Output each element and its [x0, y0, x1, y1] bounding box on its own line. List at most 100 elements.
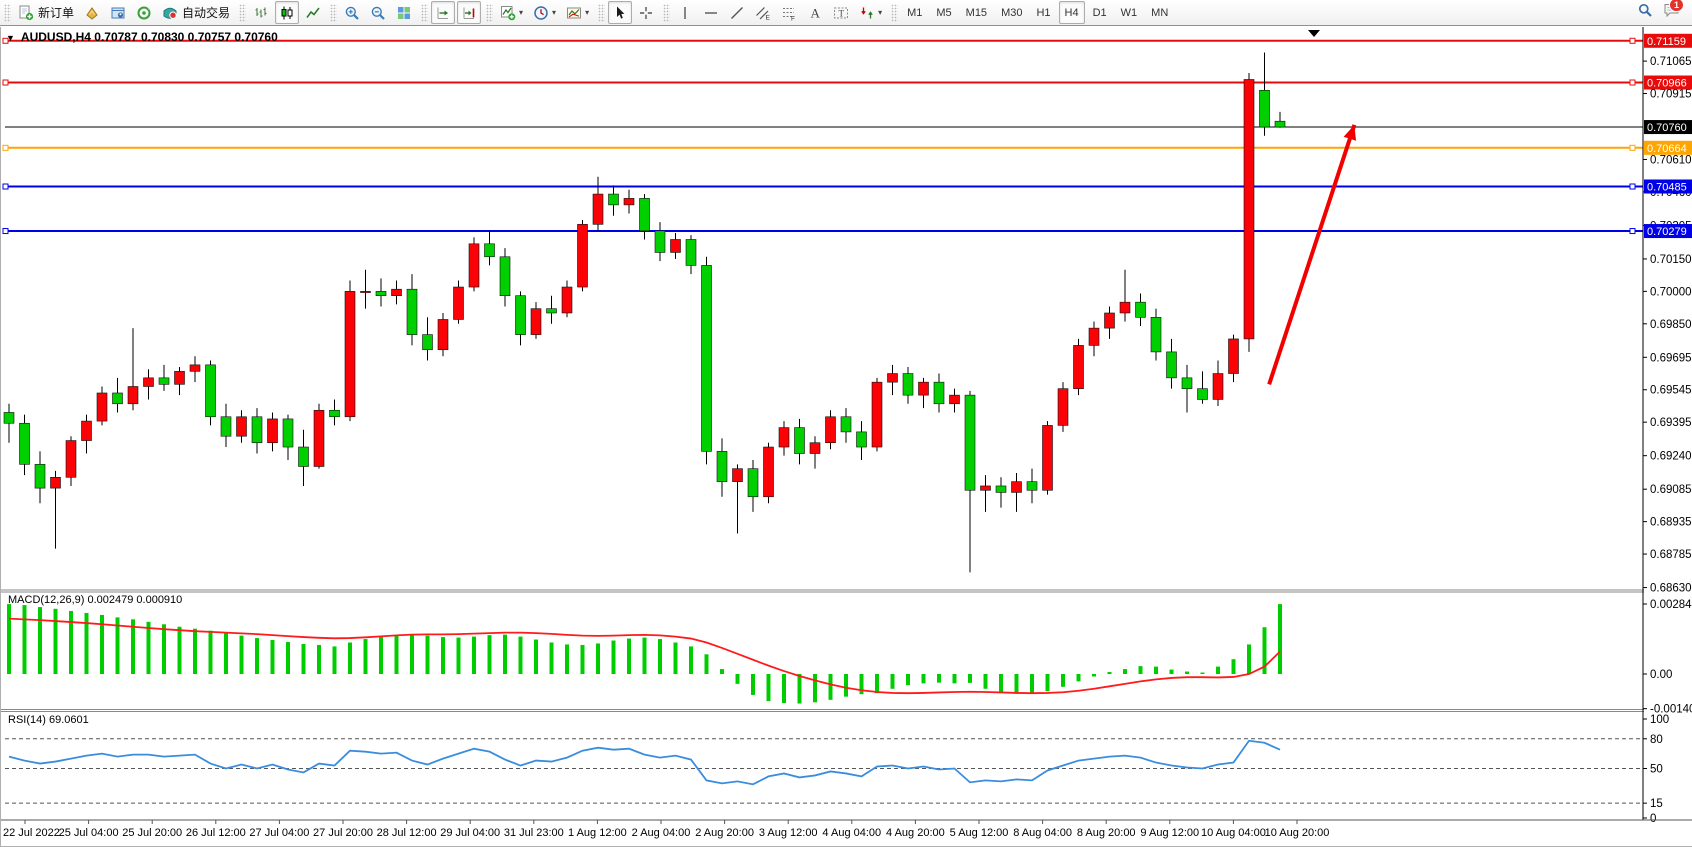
market-watch-button[interactable]	[106, 1, 130, 24]
macd-histogram-bar	[596, 643, 600, 674]
candlestick-chart-button[interactable]	[275, 1, 300, 24]
level-handle[interactable]	[1629, 37, 1636, 44]
level-handle[interactable]	[1629, 228, 1636, 235]
macd-histogram-bar	[270, 640, 275, 674]
level-handle[interactable]	[1629, 144, 1636, 151]
bull-candle	[437, 319, 449, 351]
bull-candle	[189, 364, 201, 372]
indicators-icon	[500, 5, 516, 21]
zoom-out-button[interactable]	[366, 1, 390, 24]
axis-tick-label: 0.69695	[1650, 352, 1692, 364]
chart-shift-button[interactable]	[457, 1, 482, 24]
bear-candle	[685, 239, 697, 266]
axis-tick-label: 15	[1650, 798, 1663, 810]
bear-candle	[298, 446, 309, 467]
metaeditor-button[interactable]	[80, 1, 104, 24]
templates-button[interactable]: ▾	[562, 1, 593, 24]
timeframe-m5-button-label: M5	[936, 6, 952, 19]
trend-arrow-annotation[interactable]	[1267, 124, 1357, 385]
text-label-button[interactable]: T	[829, 1, 853, 24]
macd-histogram-bar	[828, 674, 833, 700]
bull-candle	[143, 377, 154, 387]
timeframe-w1-button[interactable]: W1	[1115, 1, 1144, 24]
level-handle[interactable]	[2, 183, 9, 190]
timeframe-h4-button-label: H4	[1064, 6, 1079, 19]
timeframe-m1-button[interactable]: M1	[901, 1, 928, 24]
bull-candle	[732, 468, 743, 482]
macd-histogram-bar	[983, 674, 988, 689]
level-handle[interactable]	[2, 79, 9, 86]
time-label: 29 Jul 04:00	[440, 827, 500, 839]
price-level-lines[interactable]	[2, 37, 1643, 235]
bear-candle	[608, 193, 619, 206]
level-handle[interactable]	[1629, 79, 1636, 86]
auto-scroll-button[interactable]	[431, 1, 456, 24]
periods-button[interactable]: ▾	[529, 1, 560, 24]
new-order-button-label: 新订单	[38, 6, 75, 20]
timeframe-mn-button-label: MN	[1151, 6, 1169, 19]
level-handle[interactable]	[1629, 183, 1636, 190]
macd-histogram-bar	[379, 636, 383, 674]
market-watch-icon	[110, 5, 126, 21]
candles[interactable]	[3, 52, 1286, 573]
zoom-in-button[interactable]	[340, 1, 364, 24]
crosshair-button[interactable]	[634, 1, 658, 24]
axis-tick-label: 0.69850	[1650, 319, 1692, 331]
horizontal-line-button[interactable]	[699, 1, 723, 24]
level-handle[interactable]	[2, 37, 9, 44]
text-button[interactable]: A	[803, 1, 827, 24]
macd-histogram-bar	[348, 642, 352, 674]
search-button[interactable]	[1637, 2, 1653, 23]
time-label: 27 Jul 04:00	[249, 827, 309, 839]
cursor-button[interactable]	[608, 1, 633, 24]
timeframe-m5-button[interactable]: M5	[930, 1, 957, 24]
chart-shift-marker[interactable]	[1308, 30, 1320, 37]
signals-button[interactable]	[132, 1, 156, 24]
level-handle[interactable]	[2, 228, 9, 235]
bear-candle	[1259, 89, 1270, 128]
macd-histogram-bar	[859, 674, 864, 695]
timeframe-mn-button[interactable]: MN	[1145, 1, 1174, 24]
macd-histogram-bar	[162, 624, 166, 674]
timeframe-h1-button[interactable]: H1	[1030, 1, 1056, 24]
tile-windows-button[interactable]	[392, 1, 416, 24]
line-chart-button[interactable]	[301, 1, 325, 24]
macd-histogram-bar	[224, 633, 228, 674]
timeframe-h4-button[interactable]: H4	[1058, 1, 1085, 24]
bar-chart-button[interactable]	[249, 1, 273, 24]
autotrading-button[interactable]: 自动交易	[158, 1, 234, 24]
rsi-label: RSI(14) 69.0601	[8, 714, 89, 726]
bear-candle	[701, 265, 712, 452]
macd-histogram-bar	[286, 642, 290, 674]
timeframe-d1-button[interactable]: D1	[1087, 1, 1113, 24]
bear-candle	[112, 392, 123, 405]
macd-histogram-bar	[22, 605, 27, 674]
timeframe-m15-button[interactable]: M15	[960, 1, 993, 24]
collapse-arrow-icon[interactable]: ▼	[6, 33, 15, 43]
indicators-button[interactable]: ▾	[496, 1, 527, 24]
bull-candle	[809, 442, 821, 454]
equidistant-channel-button[interactable]: E	[751, 1, 775, 24]
vertical-line-button[interactable]	[673, 1, 697, 24]
price-axis[interactable]: 0.710650.709150.706100.704600.703050.701…	[1642, 27, 1692, 825]
new-order-button[interactable]: 新订单	[14, 1, 78, 24]
pane-separators[interactable]	[0, 589, 1692, 712]
level-handle[interactable]	[2, 144, 9, 151]
bear-candle	[856, 431, 867, 448]
arrows-button[interactable]: ▾	[855, 1, 886, 24]
chat-button[interactable]: 1	[1663, 0, 1684, 23]
dropdown-arrow-icon[interactable]: ▾	[552, 8, 557, 17]
fibonacci-button[interactable]: F	[777, 1, 801, 24]
dropdown-arrow-icon[interactable]: ▾	[585, 8, 590, 17]
trendline-button[interactable]	[725, 1, 749, 24]
dropdown-arrow-icon[interactable]: ▾	[519, 8, 524, 17]
arrow-shaft[interactable]	[1267, 124, 1357, 385]
vertical-line-icon	[677, 5, 693, 21]
dropdown-arrow-icon[interactable]: ▾	[878, 8, 883, 17]
macd-histogram-bar	[720, 669, 724, 674]
time-label: 2 Aug 20:00	[695, 827, 754, 839]
timeframe-m30-button[interactable]: M30	[995, 1, 1028, 24]
axis-background	[1644, 27, 1692, 820]
